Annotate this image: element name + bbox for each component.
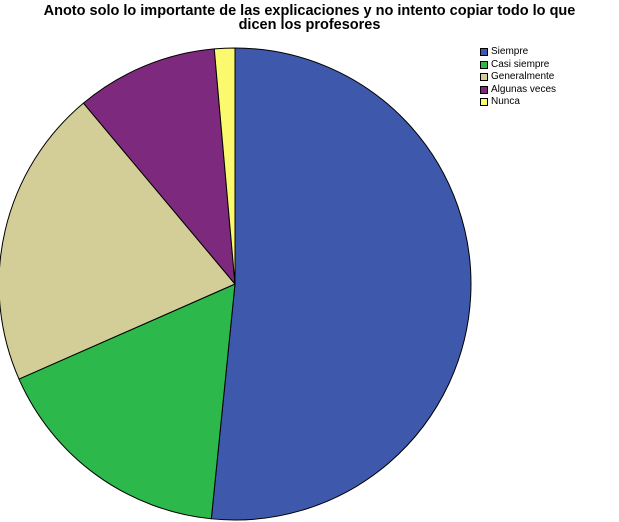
legend-swatch-casi-siempre — [480, 60, 488, 69]
legend-label-casi-siempre: Casi siempre — [491, 58, 550, 70]
pie-slice-algunas-veces — [82, 48, 236, 285]
legend-item-siempre: Siempre — [480, 46, 556, 59]
legend-item-algunas-veces: Algunas veces — [480, 84, 556, 97]
pie-slice-siempre — [210, 47, 472, 521]
legend-label-algunas-veces: Algunas veces — [491, 83, 557, 95]
pie-slice-generalmente — [0, 102, 236, 380]
legend-label-nunca: Nunca — [491, 96, 520, 107]
legend-item-generalmente: Generalmente — [480, 71, 556, 84]
chart-title: Anoto solo lo importante de las explicac… — [0, 3, 619, 33]
legend-label-generalmente: Generalmente — [491, 71, 555, 82]
legend-swatch-generalmente — [480, 73, 488, 82]
legend-item-casi-siempre: Casi siempre — [480, 59, 556, 72]
chart-title-line-2: dicen los profesores — [238, 17, 381, 33]
pie-slice-nunca — [213, 47, 236, 285]
legend: Siempre Casi siempre Generalmente Alguna… — [480, 46, 556, 109]
legend-swatch-nunca — [480, 98, 488, 107]
legend-label-siempre: Siempre — [491, 46, 529, 57]
legend-swatch-algunas-veces — [480, 85, 488, 94]
legend-item-nunca: Nunca — [480, 96, 556, 109]
pie-slice-casi-siempre — [18, 283, 236, 520]
legend-swatch-siempre — [480, 48, 488, 57]
chart-title-line-1: Anoto solo lo importante de las explicac… — [43, 3, 576, 19]
